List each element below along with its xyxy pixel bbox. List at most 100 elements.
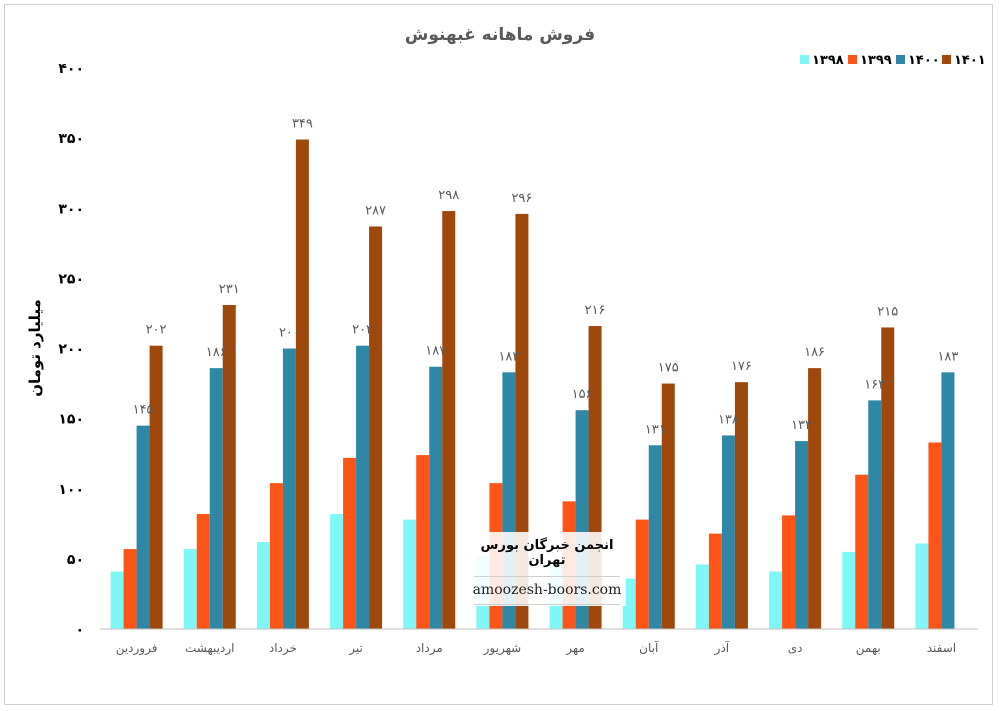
- bar-۱۳۹۹-دی: [782, 515, 796, 629]
- data-label: ۱۴۵: [133, 403, 154, 418]
- bar-۱۴۰۱-بهمن: [881, 327, 895, 629]
- data-label: ۳۴۹: [292, 117, 313, 132]
- legend-label: ۱۳۹۸: [812, 53, 844, 68]
- y-tick-label: ۳۵۰: [58, 131, 84, 147]
- data-label: ۲۹۶: [511, 191, 532, 206]
- data-label: ۱۳۱: [645, 422, 666, 437]
- bar-۱۴۰۱-فروردین: [149, 345, 163, 629]
- data-label: ۲۰۰: [279, 326, 300, 341]
- data-label: ۱۳۸: [718, 412, 739, 427]
- watermark: انجمن خبرگان بورس تهران amoozesh-boors.c…: [468, 532, 626, 606]
- bars: [110, 139, 955, 630]
- data-label: ۱۸۶: [206, 345, 227, 360]
- bar-۱۴۰۰-آبان: [648, 445, 662, 629]
- x-tick-label: مهر: [565, 641, 585, 656]
- data-label: ۱۳۴: [791, 418, 812, 433]
- watermark-divider: [474, 576, 620, 577]
- bar-۱۳۹۹-آذر: [708, 533, 722, 629]
- bar-۱۳۹۸-فروردین: [110, 571, 124, 629]
- data-label: ۲۱۶: [585, 303, 606, 318]
- bar-۱۳۹۸-اسفند: [915, 543, 929, 629]
- bar-۱۴۰۱-آذر: [734, 382, 748, 629]
- y-tick-label: ۳۰۰: [58, 201, 84, 217]
- bar-۱۴۰۰-بهمن: [868, 400, 882, 629]
- x-tick-label: فروردین: [116, 641, 158, 656]
- data-label: ۲۰۲: [352, 323, 373, 338]
- data-label: ۱۷۶: [731, 359, 752, 374]
- x-axis-ticks: فروردین اردیبهشت خرداد تیر مرداد شهریور مهر آبا…: [116, 640, 956, 656]
- bar-۱۴۰۱-مرداد: [442, 211, 456, 629]
- bar-۱۳۹۹-فروردین: [123, 549, 137, 629]
- watermark-title: انجمن خبرگان بورس تهران: [480, 538, 614, 568]
- bar-۱۳۹۸-دی: [769, 571, 783, 629]
- y-tick-label: ۱۰۰: [58, 482, 84, 498]
- legend-swatch: [896, 55, 905, 64]
- x-tick-label: اردیبهشت: [185, 641, 234, 656]
- bar-۱۳۹۹-اسفند: [928, 442, 942, 629]
- data-label: ۱۸۳: [498, 349, 519, 364]
- bar-۱۴۰۰-خرداد: [282, 348, 296, 629]
- chart-title: فروش ماهانه غبهنوش: [405, 25, 595, 45]
- y-tick-label: ۰: [75, 622, 84, 638]
- data-label: ۲۸۷: [365, 203, 386, 218]
- x-tick-label: مرداد: [416, 641, 443, 656]
- y-tick-label: ۱۵۰: [58, 412, 84, 428]
- y-tick-label: ۵۰: [67, 552, 84, 568]
- watermark-url: amoozesh-boors.com: [472, 582, 622, 598]
- data-label: ۲۹۸: [438, 188, 459, 203]
- bar-۱۴۰۱-تیر: [369, 226, 383, 630]
- y-tick-label: ۲۵۰: [58, 271, 84, 287]
- bar-۱۴۰۱-خرداد: [295, 139, 309, 629]
- bar-۱۴۰۱-شهریور: [515, 213, 529, 630]
- y-axis-label: میلیارد تومان: [26, 299, 44, 397]
- bar-۱۳۹۹-مرداد: [416, 455, 430, 629]
- data-label: ۲۳۱: [219, 282, 240, 297]
- bar-۱۴۰۰-مرداد: [429, 366, 443, 629]
- bar-۱۴۰۱-دی: [808, 368, 822, 629]
- bar-۱۳۹۸-بهمن: [842, 551, 856, 629]
- bar-۱۳۹۸-آبان: [622, 578, 636, 629]
- bar-۱۴۰۰-آذر: [721, 435, 735, 629]
- legend: ۱۳۹۸ ۱۳۹۹ ۱۴۰۰ ۱۴۰۱: [800, 53, 986, 68]
- legend-label: ۱۳۹۹: [860, 53, 892, 68]
- bar-۱۳۹۹-آبان: [635, 519, 649, 629]
- bar-۱۳۹۸-تیر: [330, 513, 344, 629]
- data-label: ۲۱۵: [877, 304, 898, 319]
- y-axis-ticks: ۰ ۵۰ ۱۰۰ ۱۵۰ ۲۰۰ ۲۵۰ ۳۰۰ ۳۵۰ ۴۰۰: [58, 61, 84, 638]
- bar-۱۳۹۸-خرداد: [256, 542, 270, 629]
- watermark-divider: [474, 604, 620, 605]
- data-label: ۱۷۵: [658, 361, 679, 376]
- bar-۱۳۹۸-مرداد: [403, 519, 417, 629]
- y-tick-label: ۴۰۰: [58, 61, 84, 77]
- bar-۱۴۰۰-فروردین: [136, 425, 150, 629]
- data-label: ۲۰۲: [146, 323, 167, 338]
- x-tick-label: اسفند: [927, 641, 956, 655]
- x-tick-label: آبان: [639, 640, 659, 655]
- x-tick-label: شهریور: [483, 641, 522, 656]
- bar-۱۳۹۹-اردیبهشت: [196, 513, 210, 629]
- bar-۱۴۰۰-اردیبهشت: [209, 368, 223, 629]
- bar-۱۴۰۱-آبان: [661, 383, 675, 629]
- legend-swatch: [942, 55, 951, 64]
- legend-swatch: [800, 55, 809, 64]
- legend-swatch: [848, 55, 857, 64]
- x-tick-label: تیر: [348, 641, 363, 656]
- data-label: ۱۶۳: [864, 377, 885, 392]
- x-tick-label: بهمن: [856, 641, 881, 656]
- y-tick-label: ۲۰۰: [58, 342, 84, 358]
- bar-۱۴۰۱-اردیبهشت: [222, 305, 236, 629]
- x-tick-label: آذر: [714, 640, 730, 656]
- bar-۱۴۰۰-اسفند: [941, 372, 955, 629]
- x-tick-label: خرداد: [269, 641, 297, 656]
- data-label: ۱۸۳: [937, 349, 958, 364]
- bar-۱۳۹۹-تیر: [343, 457, 357, 629]
- bar-۱۴۰۰-تیر: [356, 345, 370, 629]
- legend-label: ۱۴۰۱: [954, 53, 986, 68]
- data-label: ۱۸۷: [425, 344, 446, 359]
- bar-۱۳۹۸-آذر: [695, 564, 709, 629]
- data-label: ۱۵۶: [572, 387, 593, 402]
- bar-۱۳۹۹-خرداد: [269, 483, 283, 629]
- x-tick-label: دی: [788, 641, 803, 655]
- data-labels: ۱۴۵ ۲۰۲ ۱۸۶ ۲۳۱ ۲۰۰ ۳۴۹ ۲۰۲ ۲۸۷ ۱۸۷ ۲۹۸ ۱۸۳ ۲۹۶ ۱۵۶ ۲…: [133, 117, 959, 438]
